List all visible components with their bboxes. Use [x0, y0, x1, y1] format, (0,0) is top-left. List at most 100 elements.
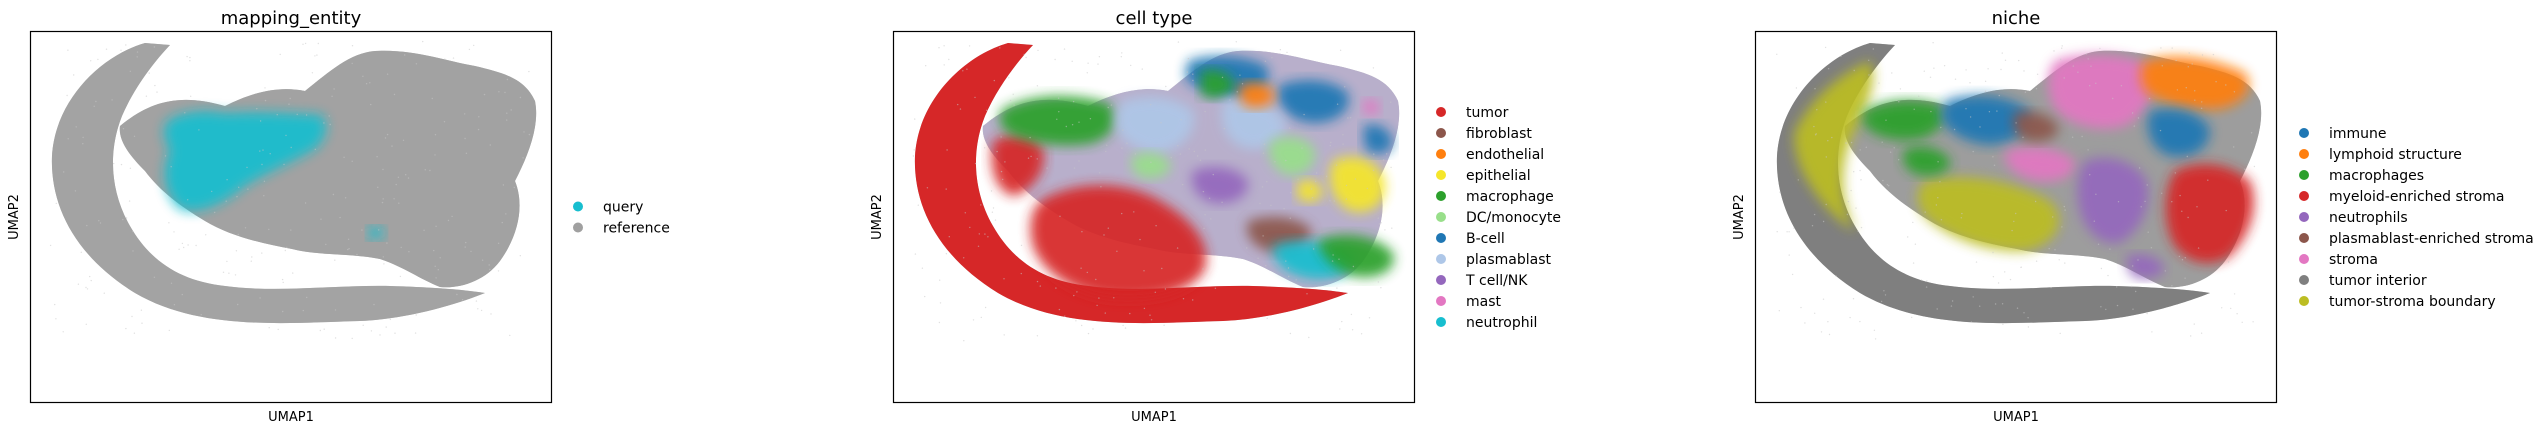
cluster-macrophage — [1201, 69, 1235, 98]
cluster-b-cell — [1277, 80, 1349, 123]
cluster-t-cell-nk — [1191, 166, 1249, 204]
legend-marker — [1436, 233, 1446, 243]
legend-label: macrophage — [1466, 189, 1554, 205]
legend-marker — [2299, 233, 2309, 243]
legend-item: query — [573, 200, 643, 216]
legend-marker — [1436, 149, 1446, 159]
cluster-stroma — [2048, 54, 2154, 129]
legend-marker — [2299, 170, 2309, 180]
legend-item: neutrophil — [1436, 315, 1537, 331]
x-axis-label: UMAP1 — [1131, 410, 1177, 425]
legend-label: plasmablast-enriched stroma — [2329, 231, 2534, 247]
legend-label: B-cell — [1466, 231, 1505, 247]
legend-marker — [2299, 212, 2309, 222]
cluster-neutrophils — [2125, 254, 2165, 279]
cluster-plasmablast-enriched-stroma — [2013, 111, 2059, 142]
legend-marker — [1436, 296, 1446, 306]
legend-marker — [1436, 191, 1446, 201]
cluster-epithelial — [1329, 156, 1386, 213]
legend-item: fibroblast — [1436, 126, 1532, 142]
y-axis-label: UMAP2 — [1732, 194, 1747, 240]
cluster-tumor-stroma-boundary — [1917, 177, 2060, 252]
cluster-tumor — [1030, 185, 1207, 299]
legend-label: myeloid-enriched stroma — [2329, 189, 2505, 205]
legend-marker — [1436, 170, 1446, 180]
panel-title: mapping_entity — [221, 8, 362, 29]
legend-marker — [1436, 254, 1446, 264]
legend-item: plasmablast-enriched stroma — [2299, 231, 2534, 247]
cluster-plasmablast — [1221, 99, 1286, 149]
legend-item: neutrophils — [2299, 210, 2408, 226]
legend: tumor fibroblast endothelial epithelial macr… — [1436, 105, 1561, 331]
legend-label: lymphoid structure — [2329, 147, 2462, 163]
legend-item: mast — [1436, 294, 1502, 310]
cluster-macrophages — [1903, 146, 1951, 176]
legend-label: epithelial — [1466, 168, 1531, 184]
cluster-query — [368, 226, 385, 240]
legend-marker — [1436, 275, 1446, 285]
legend-item: myeloid-enriched stroma — [2299, 189, 2505, 205]
legend-marker — [2299, 254, 2309, 264]
legend-label: query — [603, 200, 643, 216]
legend-item: macrophage — [1436, 189, 1554, 205]
cluster-tumor — [991, 134, 1044, 196]
legend-item: B-cell — [1436, 231, 1505, 247]
legend-item: macrophages — [2299, 168, 2424, 184]
legend-label: immune — [2329, 126, 2387, 142]
panel-2: cell type UMAP1 UMAP2 tumor fibroblast endoth… — [870, 8, 1561, 425]
legend-label: endothelial — [1466, 147, 1544, 163]
legend-label: plasmablast — [1466, 252, 1552, 268]
cluster-epithelial — [1297, 179, 1323, 202]
legend-marker — [1436, 212, 1446, 222]
cluster-dc-monocyte — [1131, 152, 1171, 179]
legend-label: tumor — [1466, 105, 1509, 121]
axes-frame — [29, 30, 553, 404]
legend-marker — [573, 222, 583, 233]
legend-marker — [1436, 107, 1446, 117]
cluster-endothelial — [1238, 82, 1275, 108]
legend-label: reference — [603, 221, 670, 237]
legend-label: T cell/NK — [1465, 273, 1528, 289]
legend-label: tumor-stroma boundary — [2329, 294, 2496, 310]
legend-item: endothelial — [1436, 147, 1544, 163]
y-axis-label: UMAP2 — [870, 194, 885, 240]
axes-frame — [892, 30, 1416, 404]
legend-marker — [2299, 275, 2309, 285]
scatter-plot-area — [1754, 30, 2278, 404]
legend: query reference — [573, 200, 670, 237]
legend-label: stroma — [2329, 252, 2378, 268]
cluster-mast — [1363, 99, 1380, 115]
cluster-dc-monocyte — [1268, 136, 1316, 176]
cluster-tumor-stroma-boundary — [1794, 61, 1874, 231]
legend-marker — [1436, 128, 1446, 138]
cluster-plasmablast — [1115, 96, 1194, 153]
cluster-b-cell — [1363, 124, 1393, 154]
cluster-stroma — [2004, 146, 2076, 182]
legend-marker — [2299, 191, 2309, 201]
legend-label: tumor interior — [2329, 273, 2427, 289]
y-axis-label: UMAP2 — [7, 194, 22, 240]
legend-item: stroma — [2299, 252, 2378, 268]
panel-1: mapping_entity UMAP1 UMAP2 query reference — [7, 8, 670, 425]
legend-item: lymphoid structure — [2299, 147, 2462, 163]
legend-item: reference — [573, 221, 670, 237]
scatter-plot-area — [892, 30, 1416, 404]
legend: immune lymphoid structure macrophages myelo… — [2299, 126, 2534, 310]
cluster-macrophage — [1318, 234, 1394, 278]
legend-item: tumor interior — [2299, 273, 2427, 289]
legend-marker — [1436, 317, 1446, 327]
legend-item: tumor-stroma boundary — [2299, 294, 2496, 310]
scatter-plot-area — [29, 30, 553, 404]
cluster-myeloid-enriched-stroma — [2165, 164, 2254, 263]
legend-item: immune — [2299, 126, 2387, 142]
legend-label: macrophages — [2329, 168, 2424, 184]
panel-3: niche UMAP1 UMAP2 immune lymphoid structure m… — [1732, 8, 2534, 425]
legend-marker — [2299, 128, 2309, 138]
legend-item: T cell/NK — [1436, 273, 1528, 289]
cluster-neutrophils — [2077, 157, 2149, 244]
axes-frame — [1754, 30, 2278, 404]
x-axis-label: UMAP1 — [1993, 410, 2039, 425]
legend-item: epithelial — [1436, 168, 1531, 184]
legend-marker — [2299, 149, 2309, 159]
